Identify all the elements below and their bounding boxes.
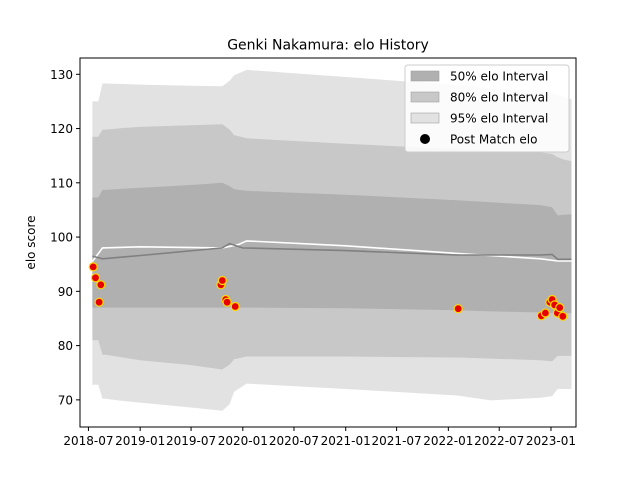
plot-area — [88, 69, 572, 411]
legend-label: Post Match elo — [450, 133, 537, 147]
legend-swatch — [410, 70, 440, 82]
legend-label: 95% elo Interval — [450, 112, 548, 126]
y-tick-label: 100 — [50, 231, 73, 245]
y-tick-label: 110 — [50, 176, 73, 190]
x-tick-label: 2023-01 — [526, 434, 576, 448]
y-tick-label: 130 — [50, 68, 73, 82]
band-50-interval — [92, 182, 572, 313]
x-tick-label: 2020-07 — [269, 434, 319, 448]
y-tick-label: 120 — [50, 122, 73, 136]
post-match-elo-point — [230, 301, 240, 312]
x-tick-label: 2022-07 — [474, 434, 524, 448]
legend-marker — [420, 134, 430, 144]
y-axis-label: elo score — [24, 215, 38, 269]
white-trend-line — [91, 240, 572, 262]
legend-label: 80% elo Interval — [450, 91, 548, 105]
post-match-elo-point — [90, 273, 101, 283]
legend-swatch — [410, 112, 440, 124]
y-tick-label: 90 — [58, 285, 73, 299]
post-match-elo-point — [217, 275, 227, 286]
legend-frame — [404, 64, 570, 153]
plot-frame — [79, 57, 577, 428]
post-match-elo-point — [94, 297, 104, 307]
chart-title: Genki Nakamura: elo History — [227, 38, 429, 54]
legend: 50% elo Interval 80% elo Interval 95% elo … — [404, 64, 570, 153]
y-axis: 70 80 90 100 110 120 130 — [50, 68, 80, 407]
legend-label: 50% elo Interval — [450, 70, 548, 84]
legend-swatch — [410, 91, 440, 103]
y-tick-label: 80 — [58, 339, 73, 353]
post-match-elo-point — [222, 297, 232, 307]
x-tick-label: 2019-07 — [166, 434, 216, 448]
x-axis: 2018-07 2019-01 2019-07 2020-01 2020-07 2021-… — [63, 427, 576, 448]
post-match-elo-point — [540, 308, 551, 318]
x-tick-label: 2020-01 — [218, 434, 268, 448]
post-match-elo-point — [96, 280, 106, 290]
x-tick-label: 2021-07 — [372, 434, 422, 448]
x-tick-label: 2019-01 — [115, 434, 165, 448]
mean-elo-line — [92, 242, 572, 261]
post-match-elo-point — [453, 304, 463, 314]
x-tick-label: 2022-01 — [423, 434, 473, 448]
x-tick-label: 2021-01 — [321, 434, 371, 448]
post-match-elo-point — [555, 303, 565, 313]
x-tick-label: 2018-07 — [63, 434, 113, 448]
post-match-elo-point — [88, 262, 98, 272]
post-match-elo-point — [558, 311, 568, 321]
y-tick-label: 70 — [58, 393, 73, 407]
